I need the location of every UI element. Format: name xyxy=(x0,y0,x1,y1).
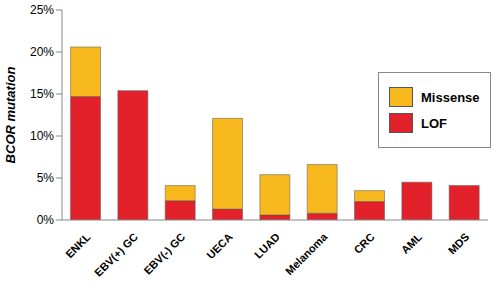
svg-text:25%: 25% xyxy=(30,3,54,17)
svg-text:0%: 0% xyxy=(37,213,55,227)
svg-text:EBV(-) GC: EBV(-) GC xyxy=(141,231,187,277)
svg-text:LUAD: LUAD xyxy=(252,231,282,261)
svg-text:ENKL: ENKL xyxy=(63,230,93,260)
svg-text:CRC: CRC xyxy=(351,231,376,256)
html-text:LOF: LOF xyxy=(421,115,447,131)
svg-text:5%: 5% xyxy=(37,171,55,185)
svg-text:BCOR mutation: BCOR mutation xyxy=(8,67,18,164)
svg-text:15%: 15% xyxy=(30,87,54,101)
svg-text:EBV(+) GC: EBV(+) GC xyxy=(92,231,140,279)
svg-text:AML: AML xyxy=(399,230,425,256)
svg-text:20%: 20% xyxy=(30,45,54,59)
svg-text:Melanoma: Melanoma xyxy=(283,230,330,277)
svg-text:10%: 10% xyxy=(30,129,54,143)
html-text:Missense: Missense xyxy=(421,89,480,105)
svg-text:UECA: UECA xyxy=(204,231,235,262)
svg-text:MDS: MDS xyxy=(446,231,472,257)
